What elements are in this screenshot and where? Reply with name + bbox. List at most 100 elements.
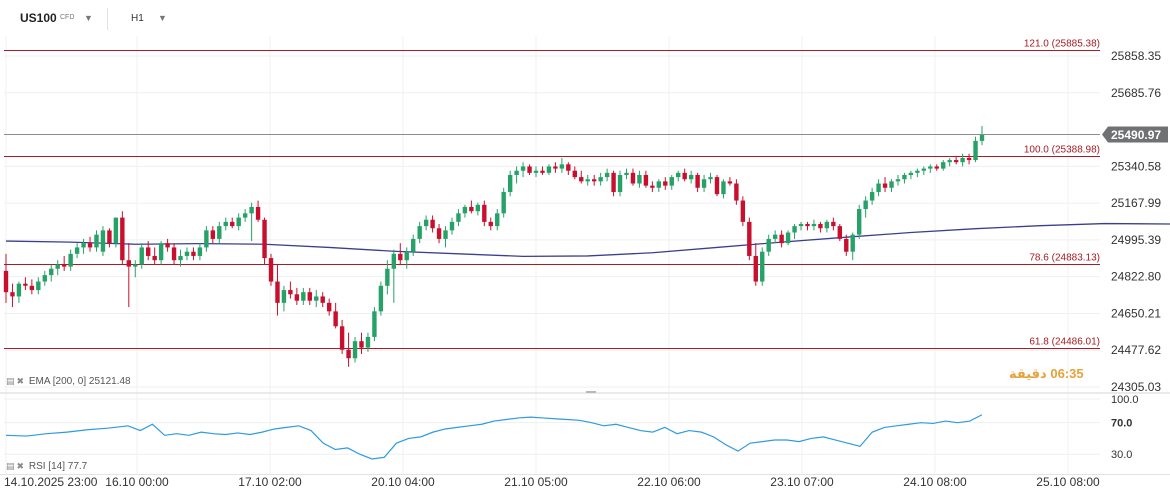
- candle: [365, 332, 371, 352]
- candle: [960, 153, 965, 167]
- ema-legend-value: 25121.48: [88, 376, 131, 387]
- ema-legend[interactable]: ▤ ✖ EMA [200, 0] 25121.48: [6, 376, 131, 387]
- candle: [436, 223, 442, 244]
- candle: [527, 164, 532, 175]
- symbol-dropdown-icon[interactable]: ▼: [84, 13, 93, 23]
- candle: [178, 249, 183, 267]
- rsi-y-tick-label: 100.0: [1111, 394, 1139, 406]
- x-tick-label: 17.10 02:00: [238, 475, 302, 489]
- candle: [475, 202, 481, 216]
- candle: [708, 172, 713, 184]
- candle: [682, 168, 687, 182]
- candle: [81, 238, 86, 254]
- candle: [275, 264, 280, 316]
- candle: [36, 277, 41, 295]
- candle: [811, 219, 817, 231]
- candle: [553, 162, 558, 173]
- symbol-label[interactable]: US100: [20, 11, 57, 25]
- y-tick-label: 25858.35: [1111, 49, 1161, 63]
- fibonacci-levels: 121.0 (25885.38) 100.0 (25388.98) 78.6 (24…: [4, 39, 1100, 349]
- candle: [113, 217, 119, 248]
- candle: [423, 215, 429, 231]
- candle: [61, 255, 67, 271]
- candle: [656, 179, 662, 193]
- candle: [372, 307, 377, 342]
- rsi-legend[interactable]: ▤ ✖ RSI [14] 77.7: [6, 461, 87, 472]
- candle: [294, 287, 300, 305]
- candle: [701, 174, 707, 193]
- candle: [908, 170, 914, 180]
- last-price-label: 25490.97: [1111, 128, 1161, 142]
- candle: [559, 157, 565, 173]
- pane-resize-handle[interactable]: [586, 391, 596, 393]
- rsi-line: [5, 414, 983, 460]
- candle: [747, 217, 752, 261]
- candle: [740, 196, 746, 227]
- candle: [824, 219, 830, 233]
- time-axis[interactable]: 14.10.2025 23:00 16.10 00:00 17.10 02:00 20…: [4, 475, 1100, 489]
- indicator-remove-icon[interactable]: ✖: [16, 376, 25, 386]
- y-tick-label: 24995.39: [1111, 233, 1161, 247]
- candle: [16, 281, 22, 303]
- candle: [882, 177, 888, 193]
- candle: [572, 166, 577, 180]
- candle: [236, 213, 241, 231]
- y-tick-label: 24822.80: [1111, 270, 1161, 284]
- candle: [546, 164, 552, 175]
- candle: [107, 228, 112, 248]
- y-tick-label: 25340.58: [1111, 159, 1161, 173]
- candle: [514, 166, 519, 184]
- candle: [947, 157, 952, 167]
- rsi-legend-name: RSI [14]: [28, 461, 65, 472]
- candle: [727, 177, 733, 186]
- candle: [191, 247, 196, 261]
- candle: [217, 221, 222, 244]
- candle: [230, 217, 235, 229]
- candle: [637, 170, 642, 188]
- candle: [533, 166, 539, 178]
- timeframe-dropdown-icon[interactable]: ▼: [158, 13, 167, 23]
- indicator-remove-icon[interactable]: ✖: [16, 461, 25, 471]
- candle: [643, 170, 649, 188]
- candle: [507, 170, 513, 197]
- x-tick-label: 23.10 07:00: [770, 475, 834, 489]
- candle: [928, 164, 933, 173]
- candle: [29, 279, 35, 295]
- candle: [197, 243, 203, 261]
- candle: [869, 187, 875, 205]
- candle: [352, 336, 358, 363]
- candle: [152, 247, 157, 265]
- candle: [87, 236, 93, 252]
- candle: [74, 243, 80, 259]
- candle: [378, 281, 384, 316]
- candle: [973, 136, 978, 163]
- candle: [792, 223, 797, 239]
- candle: [398, 243, 403, 265]
- candle: [779, 230, 784, 248]
- candle: [934, 164, 939, 171]
- rsi-y-tick-label: 70.0: [1111, 418, 1132, 430]
- candle: [281, 285, 287, 312]
- candle: [979, 125, 985, 146]
- toolbar-divider: [107, 8, 108, 30]
- candle: [430, 215, 435, 233]
- price-axis[interactable]: 25858.35 25685.76 25340.58 25167.99 24995.39…: [1111, 49, 1161, 394]
- candle: [844, 234, 849, 256]
- y-tick-label: 25167.99: [1111, 196, 1161, 210]
- timeframe-label[interactable]: H1: [131, 13, 144, 24]
- candle: [798, 221, 804, 231]
- indicator-settings-icon[interactable]: ▤: [6, 376, 15, 386]
- candle: [126, 243, 132, 308]
- candle: [262, 217, 267, 265]
- candle: [766, 234, 771, 256]
- candle: [223, 217, 228, 231]
- candle: [204, 226, 209, 252]
- indicator-settings-icon[interactable]: ▤: [6, 461, 15, 471]
- candle: [585, 174, 590, 186]
- candle: [863, 196, 868, 218]
- candle: [714, 174, 720, 197]
- candle: [94, 230, 99, 252]
- candle: [902, 172, 907, 184]
- x-tick-label: 25.10 08:00: [1036, 475, 1100, 489]
